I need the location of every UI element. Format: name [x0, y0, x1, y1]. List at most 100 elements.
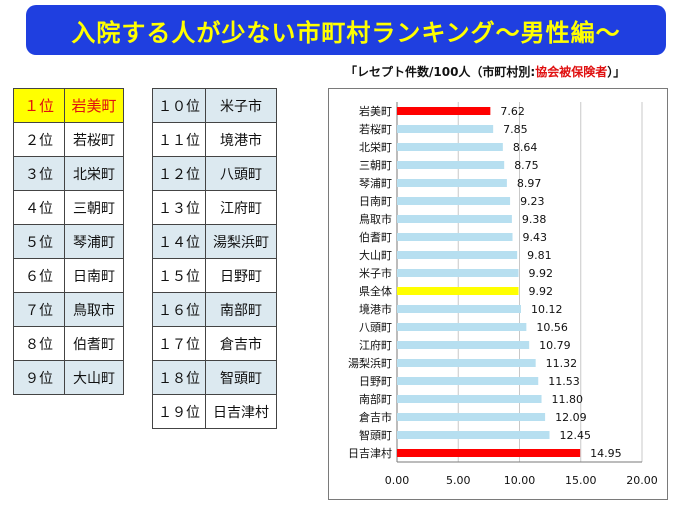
ranking-row: ２位 若桜町 — [13, 122, 124, 157]
x-tick-label: 20.00 — [626, 474, 658, 487]
rank-cell: １５位 — [152, 258, 206, 293]
ranking-row: ４位 三朝町 — [13, 190, 124, 225]
ranking-row: １２位 八頭町 — [152, 156, 277, 191]
data-label: 10.12 — [531, 303, 563, 316]
municipality-cell: 八頭町 — [205, 156, 277, 191]
bar — [397, 413, 546, 421]
rank-cell: １９位 — [152, 394, 206, 429]
bar — [397, 323, 527, 331]
municipality-cell: 米子市 — [205, 88, 277, 123]
chart-title-highlight: 協会被保険者 — [535, 65, 608, 79]
municipality-cell: 三朝町 — [64, 190, 124, 225]
municipality-cell: 大山町 — [64, 360, 124, 395]
category-label: 智頭町 — [359, 428, 392, 442]
rank-cell: ２位 — [13, 122, 65, 157]
municipality-cell: 倉吉市 — [205, 326, 277, 361]
ranking-row: ９位 大山町 — [13, 360, 124, 395]
municipality-cell: 鳥取市 — [64, 292, 124, 327]
municipality-cell: 伯耆町 — [64, 326, 124, 361]
category-label: 江府町 — [359, 338, 392, 352]
category-label: 倉吉市 — [359, 410, 392, 424]
ranking-row: １５位 日野町 — [152, 258, 277, 293]
data-label: 12.09 — [555, 411, 587, 424]
ranking-row: １７位 倉吉市 — [152, 326, 277, 361]
category-label: 湯梨浜町 — [348, 356, 392, 370]
category-label: 三朝町 — [359, 159, 392, 172]
rank-cell: ９位 — [13, 360, 65, 395]
ranking-row: １９位 日吉津村 — [152, 394, 277, 429]
ranking-table-right: １０位 米子市 １１位 境港市 １２位 八頭町 １３位 江府町 １４位 湯梨浜町 １５位 日野町 １６位… — [152, 88, 277, 429]
ranking-row: １３位 江府町 — [152, 190, 277, 225]
rank-cell: ６位 — [13, 258, 65, 293]
category-label: 鳥取市 — [359, 212, 392, 226]
bar — [397, 143, 503, 151]
category-label: 県全体 — [359, 284, 392, 298]
ranking-row: ６位 日南町 — [13, 258, 124, 293]
bar — [397, 179, 507, 187]
bar — [397, 287, 519, 295]
chart-title-prefix: 「レセプト件数/100人（市町村別: — [345, 65, 536, 79]
chart-frame: 0.00 5.00 10.00 15.00 20.00 岩美町 7.62 若桜町 7.85 北栄町… — [328, 88, 668, 500]
category-label: 境港市 — [359, 302, 392, 316]
municipality-cell: 江府町 — [205, 190, 277, 225]
category-label: 日南町 — [359, 195, 392, 208]
municipality-cell: 北栄町 — [64, 156, 124, 191]
ranking-row: １８位 智頭町 — [152, 360, 277, 395]
municipality-cell: 智頭町 — [205, 360, 277, 395]
x-tick-label: 0.00 — [385, 474, 410, 487]
ranking-row: １４位 湯梨浜町 — [152, 224, 277, 259]
category-label: 岩美町 — [359, 104, 392, 118]
chart-title: 「レセプト件数/100人（市町村別:協会被保険者）」 — [345, 63, 625, 80]
category-label: 伯耆町 — [359, 230, 392, 244]
municipality-cell: 岩美町 — [64, 88, 124, 123]
data-label: 8.97 — [517, 177, 542, 190]
category-label: 米子市 — [359, 266, 392, 280]
bar — [397, 197, 511, 205]
rank-cell: １７位 — [152, 326, 206, 361]
data-label: 7.62 — [500, 105, 524, 118]
municipality-cell: 境港市 — [205, 122, 277, 157]
rank-cell: １０位 — [152, 88, 206, 123]
chart-title-suffix: ）」 — [607, 65, 626, 79]
rank-cell: ５位 — [13, 224, 65, 259]
data-label: 8.64 — [513, 141, 538, 154]
municipality-cell: 日吉津村 — [205, 394, 277, 429]
x-tick-label: 10.00 — [504, 474, 536, 487]
bar — [397, 431, 550, 439]
bar — [397, 341, 530, 349]
ranking-row: １１位 境港市 — [152, 122, 277, 157]
rank-cell: ７位 — [13, 292, 65, 327]
data-label: 10.56 — [536, 321, 568, 334]
data-label: 11.53 — [548, 375, 580, 388]
municipality-cell: 日南町 — [64, 258, 124, 293]
bar — [397, 377, 539, 385]
category-label: 八頭町 — [359, 321, 392, 334]
bar — [397, 161, 505, 169]
bar — [397, 359, 536, 367]
ranking-table-left: １位 岩美町 ２位 若桜町 ３位 北栄町 ４位 三朝町 ５位 琴浦町 ６位 日南町 ７位 鳥取市 ８位 伯耆町… — [13, 88, 124, 395]
bar — [397, 125, 494, 133]
ranking-row: ８位 伯耆町 — [13, 326, 124, 361]
ranking-row: ７位 鳥取市 — [13, 292, 124, 327]
data-label: 9.38 — [522, 213, 547, 226]
data-label: 10.79 — [539, 339, 571, 352]
rank-cell: １４位 — [152, 224, 206, 259]
x-tick-label: 15.00 — [565, 474, 597, 487]
x-tick-label: 5.00 — [446, 474, 471, 487]
rank-cell: １１位 — [152, 122, 206, 157]
bar-chart: 0.00 5.00 10.00 15.00 20.00 岩美町 7.62 若桜町 7.85 北栄町… — [348, 102, 658, 487]
data-label: 14.95 — [590, 447, 622, 460]
data-label: 11.32 — [546, 357, 578, 370]
rank-cell: １８位 — [152, 360, 206, 395]
category-label: 日野町 — [359, 375, 392, 388]
municipality-cell: 琴浦町 — [64, 224, 124, 259]
ranking-row: ５位 琴浦町 — [13, 224, 124, 259]
page-title-banner: 入院する人が少ない市町村ランキング～男性編～ — [26, 5, 666, 55]
bar — [397, 305, 521, 313]
bar — [397, 215, 512, 223]
ranking-row: １位 岩美町 — [13, 88, 124, 123]
rank-cell: １２位 — [152, 156, 206, 191]
bar — [397, 233, 513, 241]
data-label: 9.92 — [529, 267, 554, 280]
bar — [397, 395, 542, 403]
